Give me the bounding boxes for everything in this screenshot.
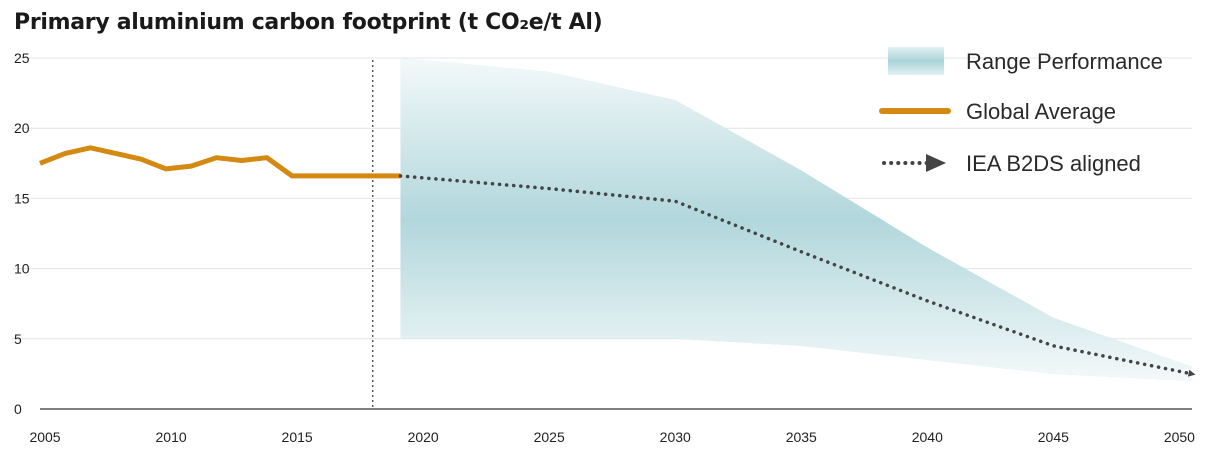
y-tick-label: 15 [14,190,30,206]
range-band-fade [400,58,1192,381]
x-tick-label: 2015 [282,429,313,445]
chart-title: Primary aluminium carbon footprint (t CO… [14,10,603,35]
range-performance-band [400,58,1192,381]
x-tick-label: 2020 [408,429,439,445]
x-tick-label: 2035 [786,429,817,445]
global-average-line [39,145,401,179]
y-tick-label: 25 [14,50,30,66]
y-tick-label: 0 [14,401,22,417]
x-tick-label: 2010 [156,429,187,445]
x-tick-label: 2050 [1164,429,1195,445]
legend-label: Global Average [966,99,1116,124]
y-tick-label: 10 [14,261,30,277]
y-tick-label: 5 [14,331,22,347]
legend-label: Range Performance [966,49,1163,74]
legend-swatch-range-performance [888,47,944,75]
y-tick-label: 20 [14,120,30,136]
series-lines [39,145,1196,377]
x-tick-label: 2005 [29,429,60,445]
x-tick-label: 2045 [1038,429,1069,445]
x-tick-label: 2040 [912,429,943,445]
iea-b2ds-dotted-line [398,174,1196,377]
x-tick-label: 2025 [534,429,565,445]
legend-arrow-icon [926,154,946,172]
x-tick-label: 2030 [660,429,691,445]
legend-label: IEA B2DS aligned [966,151,1141,176]
legend: Range Performance Global Average IEA B2DS … [879,47,1163,176]
